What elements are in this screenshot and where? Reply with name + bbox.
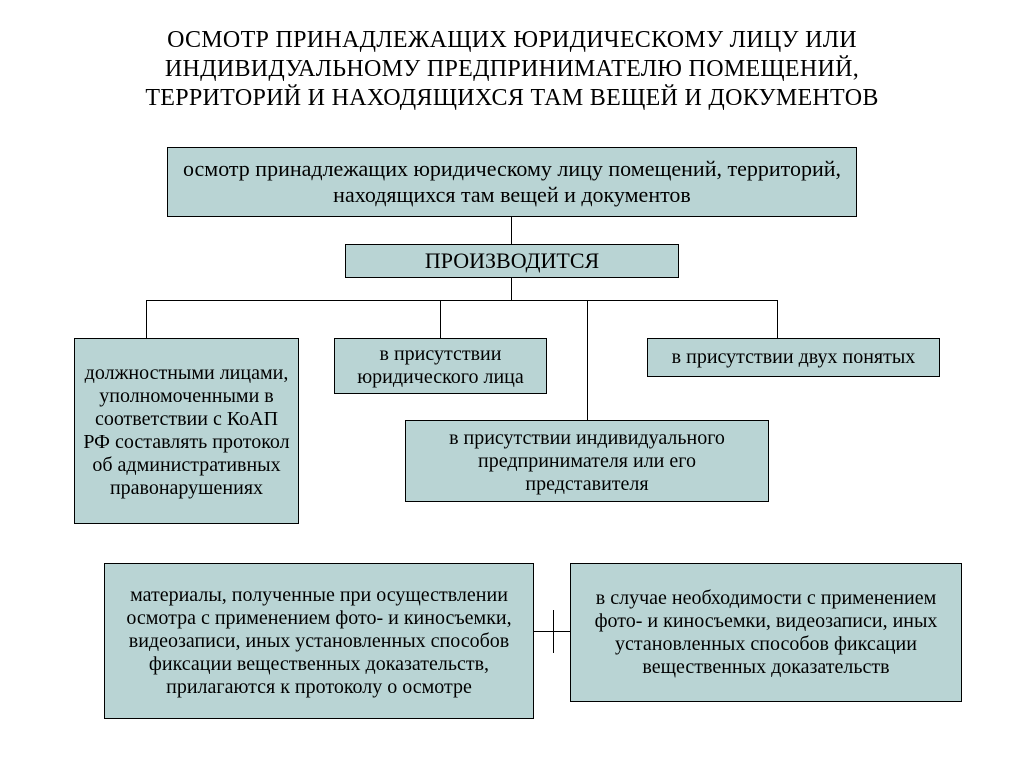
connector-line <box>146 300 777 301</box>
box-legal-presence-text: в присутствии юридического лица <box>343 343 538 389</box>
connector-line <box>146 300 147 338</box>
connector-line <box>534 631 570 632</box>
box-produces-text: ПРОИЗВОДИТСЯ <box>425 248 599 274</box>
box-produces: ПРОИЗВОДИТСЯ <box>345 244 679 278</box>
box-officials-text: должностными лицами, уполномоченными в с… <box>83 362 290 500</box>
box-materials: материалы, полученные при осуществлении … <box>104 563 534 719</box>
connector-line <box>777 300 778 338</box>
box-intro-text: осмотр принадлежащих юридическому лицу п… <box>176 156 848 208</box>
box-entrepreneur-text: в присутствии индивидуального предприним… <box>414 427 760 496</box>
box-officials: должностными лицами, уполномоченными в с… <box>74 338 299 524</box>
box-necessity-text: в случае необходимости с применением фот… <box>579 587 953 679</box>
box-materials-text: материалы, полученные при осуществлении … <box>113 584 525 699</box>
box-witnesses: в присутствии двух понятых <box>647 338 940 377</box>
box-necessity: в случае необходимости с применением фот… <box>570 563 962 702</box>
box-intro: осмотр принадлежащих юридическому лицу п… <box>167 147 857 217</box>
connector-line <box>511 278 512 301</box>
connector-line <box>553 610 554 653</box>
diagram-title: ОСМОТР ПРИНАДЛЕЖАЩИХ ЮРИДИЧЕСКОМУ ЛИЦУ И… <box>95 26 929 112</box>
box-legal-presence: в присутствии юридического лица <box>334 338 547 394</box>
box-witnesses-text: в присутствии двух понятых <box>672 346 916 369</box>
connector-line <box>587 300 588 420</box>
connector-line <box>440 300 441 338</box>
connector-line <box>511 217 512 244</box>
box-entrepreneur: в присутствии индивидуального предприним… <box>405 420 769 502</box>
